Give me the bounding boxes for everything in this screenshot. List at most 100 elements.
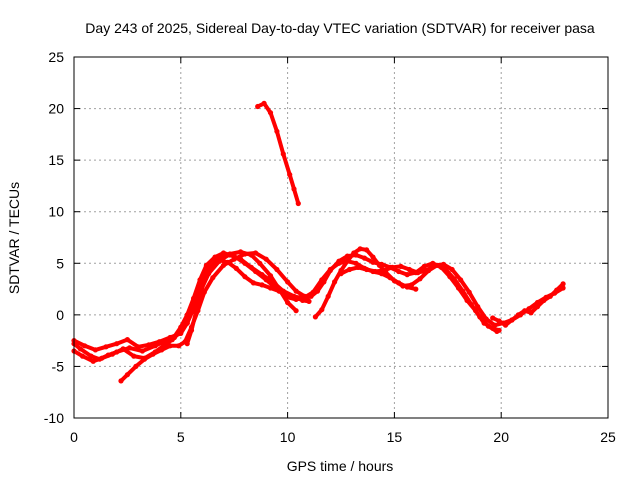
data-point: [370, 254, 376, 260]
data-point: [496, 318, 502, 324]
data-point: [381, 267, 387, 274]
data-point: [231, 256, 237, 262]
data-point: [250, 280, 256, 286]
data-point: [79, 353, 86, 359]
data-point: [242, 251, 248, 257]
x-tick-label: 0: [70, 429, 78, 445]
data-point: [287, 172, 293, 178]
data-point: [227, 251, 233, 257]
plot-frame: [73, 56, 609, 419]
data-point: [295, 200, 301, 207]
data-point: [423, 267, 429, 274]
data-point: [141, 356, 148, 362]
data-point: [534, 304, 541, 310]
data-point: [541, 297, 547, 303]
data-point: [364, 247, 370, 253]
data-point: [88, 353, 94, 359]
data-point: [176, 343, 182, 349]
y-tick-label: 0: [56, 307, 64, 323]
x-tick-label: 15: [387, 429, 403, 445]
data-point: [210, 275, 216, 281]
data-point: [291, 186, 297, 192]
data-point: [509, 317, 515, 323]
data-point: [346, 266, 353, 273]
x-tick-label: 5: [177, 429, 185, 445]
data-point: [376, 262, 382, 268]
x-tick-label: 10: [280, 429, 296, 445]
data-point: [274, 266, 280, 273]
data-point: [308, 293, 314, 299]
data-point: [327, 267, 333, 274]
data-point: [547, 293, 553, 299]
data-point: [167, 343, 173, 349]
data-point: [306, 298, 312, 304]
data-point: [220, 262, 227, 268]
data-point: [150, 351, 156, 357]
data-point: [440, 261, 447, 267]
data-point: [391, 278, 397, 284]
data-point: [528, 310, 534, 316]
data-point: [103, 344, 109, 350]
data-point: [77, 346, 83, 352]
data-point: [485, 323, 491, 329]
data-point: [259, 282, 265, 288]
data-point: [99, 355, 105, 361]
data-point: [90, 358, 96, 364]
data-point: [458, 277, 464, 283]
data-point: [451, 276, 457, 282]
data-point: [212, 254, 218, 260]
data-point: [238, 249, 244, 255]
data-point: [353, 260, 359, 266]
data-point: [126, 345, 133, 351]
data-point: [156, 339, 162, 345]
data-point: [400, 283, 406, 289]
data-point: [220, 250, 227, 256]
data-point: [449, 266, 455, 273]
data-point: [338, 271, 344, 277]
data-point: [398, 263, 404, 269]
data-point: [413, 286, 419, 292]
data-point: [468, 301, 474, 308]
data-point: [131, 353, 137, 359]
data-point: [417, 276, 423, 282]
data-point: [257, 260, 263, 266]
data-point: [216, 257, 222, 263]
data-point: [203, 262, 209, 268]
data-point: [82, 343, 88, 349]
data-point: [351, 250, 357, 256]
data-series: [71, 100, 566, 384]
data-point: [267, 110, 274, 116]
data-point: [477, 314, 483, 320]
data-point: [522, 308, 528, 314]
data-point: [293, 288, 299, 294]
data-point: [560, 281, 566, 287]
data-point: [233, 265, 239, 271]
y-tick-label: -10: [44, 410, 64, 426]
data-point: [432, 262, 438, 268]
x-tick-label: 20: [493, 429, 509, 445]
data-point: [475, 304, 481, 310]
data-point: [302, 295, 308, 301]
data-point: [293, 308, 299, 314]
y-tick-label: 25: [48, 49, 64, 65]
data-point: [253, 268, 259, 275]
data-point: [197, 293, 203, 299]
data-point: [490, 315, 496, 321]
data-point: [267, 285, 274, 291]
data-point: [139, 348, 145, 354]
data-point: [285, 299, 291, 306]
data-point: [285, 279, 291, 285]
data-point: [415, 270, 421, 276]
data-point: [92, 347, 98, 353]
data-point: [312, 314, 318, 320]
y-axis-label: SDTVAR / TECUs: [6, 182, 22, 294]
data-point: [120, 346, 126, 352]
data-point: [267, 273, 274, 279]
data-point: [364, 266, 370, 273]
data-point: [133, 363, 139, 369]
data-point: [336, 258, 342, 264]
data-point: [178, 330, 184, 336]
chart-title: Day 243 of 2025, Sidereal Day-to-day VTE…: [85, 20, 595, 36]
series-line-track-4: [119, 251, 307, 383]
